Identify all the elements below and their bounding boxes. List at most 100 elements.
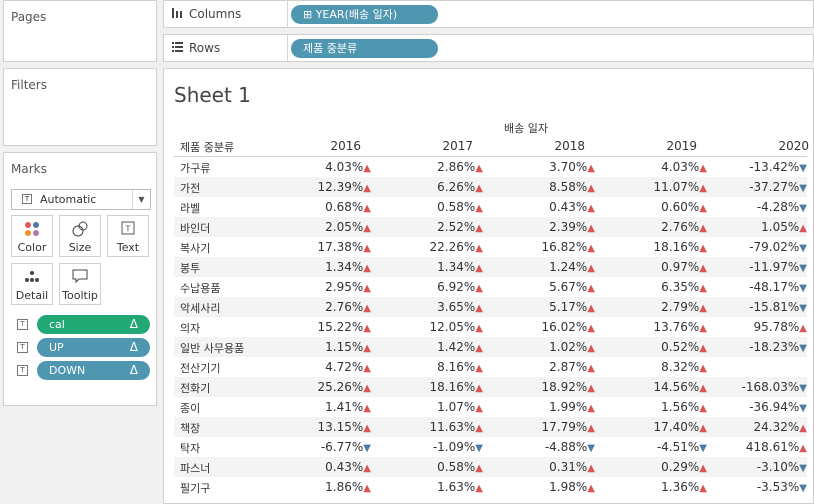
value-cell[interactable]: 95.78%▲ [695, 320, 807, 334]
value-cell[interactable]: 12.05%▲ [371, 320, 483, 334]
value-cell[interactable]: 0.68%▲ [259, 200, 371, 214]
mark-pill-cal[interactable]: T cal Δ [17, 315, 151, 334]
value-cell[interactable]: 0.58%▲ [371, 460, 483, 474]
value-cell[interactable]: 5.17%▲ [483, 300, 595, 314]
value-cell[interactable]: 17.79%▲ [483, 420, 595, 434]
category-label[interactable]: 봉투 [180, 262, 201, 275]
value-cell[interactable]: 0.52%▲ [595, 340, 707, 354]
value-cell[interactable]: 1.42%▲ [371, 340, 483, 354]
value-cell[interactable]: 25.26%▲ [259, 380, 371, 394]
value-cell[interactable]: 1.34%▲ [259, 260, 371, 274]
value-cell[interactable]: -3.53%▼ [695, 480, 807, 494]
value-cell[interactable]: 0.60%▲ [595, 200, 707, 214]
value-cell[interactable]: 16.02%▲ [483, 320, 595, 334]
category-label[interactable]: 의자 [180, 322, 201, 335]
value-cell[interactable]: 15.22%▲ [259, 320, 371, 334]
category-label[interactable]: 복사기 [180, 242, 211, 255]
value-cell[interactable]: 0.43%▲ [259, 460, 371, 474]
value-cell[interactable]: -4.51%▼ [595, 440, 707, 454]
value-cell[interactable]: 4.72%▲ [259, 360, 371, 374]
value-cell[interactable]: 8.32%▲ [595, 360, 707, 374]
value-cell[interactable]: -1.09%▼ [371, 440, 483, 454]
chevron-down-icon[interactable]: ▼ [132, 190, 150, 209]
value-cell[interactable]: 11.07%▲ [595, 180, 707, 194]
value-cell[interactable]: 0.97%▲ [595, 260, 707, 274]
value-cell[interactable]: 6.35%▲ [595, 280, 707, 294]
value-cell[interactable]: 3.65%▲ [371, 300, 483, 314]
value-cell[interactable]: 13.15%▲ [259, 420, 371, 434]
value-cell[interactable]: 6.92%▲ [371, 280, 483, 294]
value-cell[interactable]: -4.28%▼ [695, 200, 807, 214]
value-cell[interactable]: 8.58%▲ [483, 180, 595, 194]
value-cell[interactable]: 14.56%▲ [595, 380, 707, 394]
category-label[interactable]: 전산기기 [180, 362, 221, 375]
value-cell[interactable]: 17.38%▲ [259, 240, 371, 254]
value-cell[interactable]: -18.23%▼ [695, 340, 807, 354]
value-cell[interactable]: 2.87%▲ [483, 360, 595, 374]
category-label[interactable]: 종이 [180, 402, 201, 415]
value-cell[interactable]: 0.43%▲ [483, 200, 595, 214]
sheet-title[interactable]: Sheet 1 [174, 83, 251, 107]
value-cell[interactable]: 4.03%▲ [595, 160, 707, 174]
value-cell[interactable]: 6.26%▲ [371, 180, 483, 194]
category-label[interactable]: 일반 사무용품 [180, 342, 245, 355]
value-cell[interactable]: 1.34%▲ [371, 260, 483, 274]
text-button[interactable]: T Text [107, 215, 149, 257]
value-cell[interactable]: 2.39%▲ [483, 220, 595, 234]
value-cell[interactable]: 1.86%▲ [259, 480, 371, 494]
value-cell[interactable]: 1.63%▲ [371, 480, 483, 494]
category-label[interactable]: 전화기 [180, 382, 211, 395]
pages-card[interactable]: Pages [3, 0, 157, 62]
value-cell[interactable]: -15.81%▼ [695, 300, 807, 314]
value-cell[interactable]: -48.17%▼ [695, 280, 807, 294]
value-cell[interactable]: -37.27%▼ [695, 180, 807, 194]
category-label[interactable]: 바인더 [180, 222, 211, 235]
value-cell[interactable]: 418.61%▲ [695, 440, 807, 454]
value-cell[interactable]: 1.98%▲ [483, 480, 595, 494]
value-cell[interactable]: 4.03%▲ [259, 160, 371, 174]
value-cell[interactable]: -79.02%▼ [695, 240, 807, 254]
value-cell[interactable]: -11.97%▼ [695, 260, 807, 274]
value-cell[interactable]: 2.05%▲ [259, 220, 371, 234]
value-cell[interactable]: 2.76%▲ [259, 300, 371, 314]
value-cell[interactable]: 0.31%▲ [483, 460, 595, 474]
category-label[interactable]: 탁자 [180, 442, 201, 455]
value-cell[interactable]: 0.58%▲ [371, 200, 483, 214]
category-label[interactable]: 수납용품 [180, 282, 221, 295]
rows-shelf[interactable]: Rows 제품 중분류 [163, 34, 814, 62]
value-cell[interactable]: 12.39%▲ [259, 180, 371, 194]
value-cell[interactable]: 1.56%▲ [595, 400, 707, 414]
value-cell[interactable]: 13.76%▲ [595, 320, 707, 334]
category-label[interactable]: 악세사리 [180, 302, 221, 315]
columns-pill-year[interactable]: ⊞ YEAR(배송 일자) [291, 5, 438, 24]
category-label[interactable]: 파스너 [180, 462, 211, 475]
size-button[interactable]: Size [59, 215, 101, 257]
filters-card[interactable]: Filters [3, 68, 157, 146]
value-cell[interactable]: 22.26%▲ [371, 240, 483, 254]
value-cell[interactable]: -13.42%▼ [695, 160, 807, 174]
value-cell[interactable]: 1.24%▲ [483, 260, 595, 274]
category-label[interactable]: 책장 [180, 422, 201, 435]
value-cell[interactable]: 0.29%▲ [595, 460, 707, 474]
value-cell[interactable]: 3.70%▲ [483, 160, 595, 174]
value-cell[interactable]: -6.77%▼ [259, 440, 371, 454]
value-cell[interactable]: 2.79%▲ [595, 300, 707, 314]
value-cell[interactable]: -168.03%▼ [695, 380, 807, 394]
value-cell[interactable]: 2.52%▲ [371, 220, 483, 234]
value-cell[interactable]: 1.07%▲ [371, 400, 483, 414]
value-cell[interactable]: 16.82%▲ [483, 240, 595, 254]
value-cell[interactable]: 18.16%▲ [371, 380, 483, 394]
category-label[interactable]: 가전 [180, 182, 201, 195]
value-cell[interactable]: 18.92%▲ [483, 380, 595, 394]
pill-cal[interactable]: cal Δ [37, 315, 150, 334]
category-label[interactable]: 라벨 [180, 202, 201, 215]
value-cell[interactable]: 8.16%▲ [371, 360, 483, 374]
value-cell[interactable]: -36.94%▼ [695, 400, 807, 414]
columns-shelf[interactable]: Columns ⊞ YEAR(배송 일자) [163, 0, 814, 28]
value-cell[interactable]: 1.15%▲ [259, 340, 371, 354]
pill-up[interactable]: UP Δ [37, 338, 150, 357]
value-cell[interactable]: 1.41%▲ [259, 400, 371, 414]
value-cell[interactable]: -4.88%▼ [483, 440, 595, 454]
value-cell[interactable]: 17.40%▲ [595, 420, 707, 434]
value-cell[interactable]: 5.67%▲ [483, 280, 595, 294]
